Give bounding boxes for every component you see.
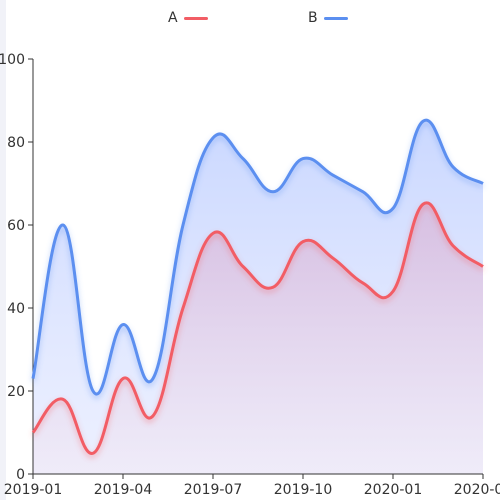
data-point-a: [90, 450, 96, 456]
data-point-b: [240, 156, 246, 162]
left-panel-edge: [0, 0, 6, 500]
data-point-b: [180, 222, 186, 228]
x-tick-label: 2019-04: [94, 482, 153, 498]
data-point-a: [30, 430, 36, 436]
y-tick-label: 100: [0, 52, 25, 68]
data-point-b: [330, 172, 336, 178]
legend-item-b[interactable]: B: [308, 10, 348, 26]
y-tick-label: 80: [7, 135, 25, 151]
x-tick-label: 2019-01: [4, 482, 63, 498]
data-point-b: [300, 156, 306, 162]
data-point-a: [330, 255, 336, 261]
data-point-a: [180, 305, 186, 311]
data-point-b: [270, 189, 276, 195]
data-point-b: [450, 164, 456, 170]
data-point-a: [240, 264, 246, 270]
data-point-b: [390, 205, 396, 211]
y-tick-label: 20: [7, 384, 25, 400]
series-line-b: [31, 118, 484, 396]
data-point-a: [300, 239, 306, 245]
x-tick-label: 2020-01: [364, 482, 423, 498]
legend-label-a: A: [168, 10, 178, 26]
legend-swatch-b: [323, 16, 348, 20]
x-tick-label: 2019-10: [274, 482, 333, 498]
data-point-a: [450, 243, 456, 249]
legend-label-b: B: [308, 10, 318, 26]
data-point-b: [60, 222, 66, 228]
y-tick-label: 0: [16, 467, 25, 483]
data-point-a: [360, 280, 366, 286]
area-a: [33, 202, 483, 474]
data-point-a: [150, 413, 156, 419]
data-point-b: [30, 376, 36, 382]
data-point-b: [360, 189, 366, 195]
data-point-a: [390, 288, 396, 294]
data-point-a: [420, 201, 426, 207]
y-tick-label: 60: [7, 218, 25, 234]
data-point-b: [120, 322, 126, 328]
data-point-b: [150, 376, 156, 382]
legend: A B: [0, 8, 500, 32]
data-point-a: [120, 376, 126, 382]
data-point-b: [420, 118, 426, 124]
legend-swatch-a: [183, 16, 208, 20]
x-tick-label: 2019-07: [184, 482, 243, 498]
series-line-a: [31, 201, 484, 455]
data-point-b: [90, 388, 96, 394]
legend-item-a[interactable]: A: [168, 10, 208, 26]
data-point-b: [210, 135, 216, 141]
data-point-a: [480, 264, 486, 270]
x-tick-label: 2020-04: [454, 482, 500, 498]
y-tick-label: 40: [7, 301, 25, 317]
data-point-a: [270, 284, 276, 290]
data-point-a: [210, 230, 216, 236]
data-point-b: [480, 181, 486, 187]
data-point-a: [60, 396, 66, 402]
